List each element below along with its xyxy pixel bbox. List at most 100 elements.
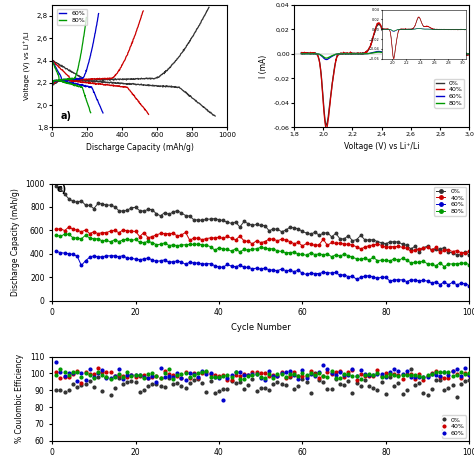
60% — [132, 371, 139, 379]
0% — [203, 388, 210, 396]
80% — [115, 371, 123, 378]
40% — [203, 368, 210, 376]
0% — [73, 383, 81, 391]
40% — [154, 232, 159, 238]
60% — [278, 369, 285, 377]
80% — [257, 374, 264, 381]
80% — [436, 368, 444, 375]
40% — [123, 373, 131, 381]
40% — [278, 368, 285, 376]
80% — [428, 370, 436, 377]
60% — [465, 371, 473, 379]
0% — [69, 380, 77, 388]
40% — [345, 368, 352, 376]
40% — [394, 372, 402, 379]
80% — [240, 375, 248, 383]
40% — [140, 372, 148, 379]
80% — [90, 374, 98, 382]
80% — [173, 372, 181, 379]
80% — [182, 369, 190, 377]
80% — [169, 375, 177, 383]
40% — [432, 367, 440, 375]
60% — [357, 366, 365, 374]
60% — [111, 373, 118, 380]
40% — [311, 370, 319, 377]
60% — [182, 376, 190, 383]
0% — [61, 388, 68, 396]
0% — [303, 378, 310, 386]
0% — [53, 386, 60, 394]
80% — [232, 368, 239, 375]
0% — [428, 386, 436, 393]
0% — [57, 386, 64, 394]
40% — [53, 368, 60, 375]
60% — [290, 371, 298, 379]
0% — [433, 246, 439, 252]
80% — [199, 369, 206, 376]
0% — [394, 379, 402, 387]
40% — [144, 374, 152, 381]
0% — [419, 389, 427, 397]
60% — [261, 376, 269, 384]
80% — [265, 370, 273, 378]
60% — [461, 364, 469, 372]
60% — [232, 369, 239, 376]
40% — [86, 370, 93, 377]
80% — [382, 372, 390, 380]
60% — [419, 374, 427, 381]
60% — [436, 372, 444, 380]
80% — [324, 373, 331, 381]
0% — [215, 387, 223, 395]
80% — [107, 375, 114, 383]
40% — [428, 369, 436, 376]
40% — [232, 371, 239, 379]
80% — [411, 372, 419, 379]
0% — [265, 387, 273, 394]
80% — [99, 371, 106, 379]
40% — [403, 370, 410, 378]
60% — [53, 358, 60, 365]
Legend: 0%, 40%, 60%: 0%, 40%, 60% — [442, 415, 466, 438]
80% — [457, 368, 465, 376]
0% — [211, 390, 219, 397]
40% — [248, 368, 256, 376]
80% — [357, 375, 365, 383]
40% — [173, 372, 181, 380]
40% — [54, 227, 59, 232]
60% — [370, 371, 377, 379]
80% — [315, 369, 323, 377]
0% — [133, 204, 138, 210]
40% — [207, 370, 214, 378]
0% — [386, 373, 394, 381]
80% — [78, 374, 85, 381]
0% — [248, 375, 256, 383]
0% — [144, 383, 152, 390]
0% — [457, 381, 465, 388]
60% — [228, 371, 235, 379]
0% — [453, 393, 461, 401]
60% — [315, 368, 323, 376]
60% — [199, 367, 206, 374]
0% — [466, 252, 472, 258]
60% — [224, 374, 231, 382]
60% — [399, 370, 406, 378]
0% — [461, 377, 469, 385]
40% — [453, 370, 461, 378]
Y-axis label: Voltage (V) vs Li⁺/Li: Voltage (V) vs Li⁺/Li — [24, 32, 31, 100]
80% — [419, 373, 427, 381]
80% — [153, 372, 160, 380]
0% — [186, 380, 193, 387]
0% — [407, 365, 415, 373]
80% — [273, 371, 281, 378]
40% — [315, 374, 323, 382]
0% — [54, 183, 59, 189]
40% — [136, 372, 144, 380]
60% — [248, 370, 256, 378]
40% — [94, 364, 102, 372]
0% — [266, 228, 272, 234]
60% — [165, 372, 173, 380]
0% — [319, 378, 327, 385]
40% — [353, 376, 360, 383]
60% — [374, 370, 381, 377]
80% — [303, 371, 310, 379]
